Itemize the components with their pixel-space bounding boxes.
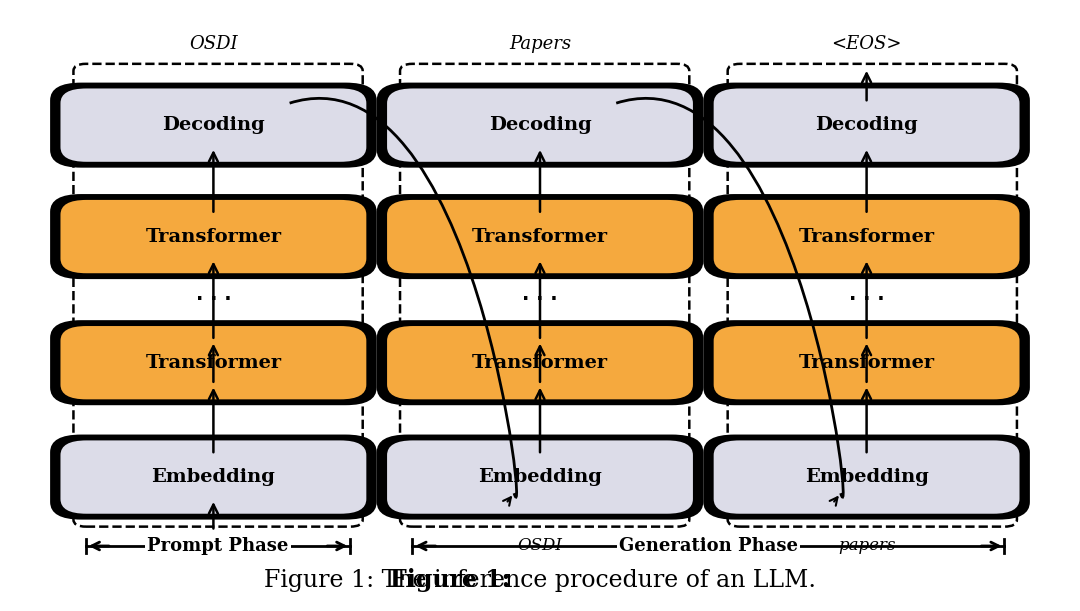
Text: Figure 1:: Figure 1:: [390, 568, 510, 592]
FancyBboxPatch shape: [60, 441, 366, 514]
FancyBboxPatch shape: [50, 194, 377, 279]
FancyBboxPatch shape: [387, 89, 693, 162]
FancyBboxPatch shape: [387, 326, 693, 400]
Text: Transformer: Transformer: [472, 227, 608, 246]
FancyBboxPatch shape: [703, 194, 1030, 279]
FancyBboxPatch shape: [714, 441, 1020, 514]
FancyBboxPatch shape: [703, 434, 1030, 519]
Text: Decoding: Decoding: [815, 116, 918, 134]
Text: Transformer: Transformer: [798, 354, 934, 371]
Text: Prompt Phase: Prompt Phase: [147, 537, 288, 555]
Text: Transformer: Transformer: [472, 354, 608, 371]
Text: Decoding: Decoding: [162, 116, 265, 134]
Text: I love reading: I love reading: [154, 537, 272, 554]
FancyBboxPatch shape: [60, 200, 366, 273]
Text: papers: papers: [838, 537, 895, 554]
Text: Transformer: Transformer: [798, 227, 934, 246]
Text: Papers: Papers: [509, 35, 571, 54]
Text: · · ·: · · ·: [523, 290, 557, 309]
FancyBboxPatch shape: [387, 200, 693, 273]
Text: · · ·: · · ·: [849, 290, 885, 309]
Text: OSDI: OSDI: [517, 537, 563, 554]
Text: OSDI: OSDI: [189, 35, 238, 54]
FancyBboxPatch shape: [50, 434, 377, 519]
Text: Embedding: Embedding: [151, 468, 275, 486]
FancyBboxPatch shape: [377, 194, 703, 279]
Text: Transformer: Transformer: [146, 354, 282, 371]
FancyBboxPatch shape: [703, 82, 1030, 167]
Text: Embedding: Embedding: [805, 468, 929, 486]
Text: · · ·: · · ·: [195, 290, 231, 309]
FancyBboxPatch shape: [714, 200, 1020, 273]
FancyBboxPatch shape: [50, 320, 377, 405]
FancyBboxPatch shape: [60, 326, 366, 400]
Text: Embedding: Embedding: [478, 468, 602, 486]
Text: Transformer: Transformer: [146, 227, 282, 246]
Text: Decoding: Decoding: [488, 116, 592, 134]
FancyBboxPatch shape: [703, 320, 1030, 405]
FancyBboxPatch shape: [714, 326, 1020, 400]
FancyBboxPatch shape: [714, 89, 1020, 162]
FancyBboxPatch shape: [50, 82, 377, 167]
FancyBboxPatch shape: [377, 434, 703, 519]
FancyBboxPatch shape: [387, 441, 693, 514]
FancyBboxPatch shape: [377, 82, 703, 167]
Text: Generation Phase: Generation Phase: [619, 537, 798, 555]
Text: Figure 1: The inference procedure of an LLM.: Figure 1: The inference procedure of an …: [264, 568, 816, 591]
Text: <EOS>: <EOS>: [832, 35, 902, 54]
FancyBboxPatch shape: [60, 89, 366, 162]
FancyBboxPatch shape: [377, 320, 703, 405]
